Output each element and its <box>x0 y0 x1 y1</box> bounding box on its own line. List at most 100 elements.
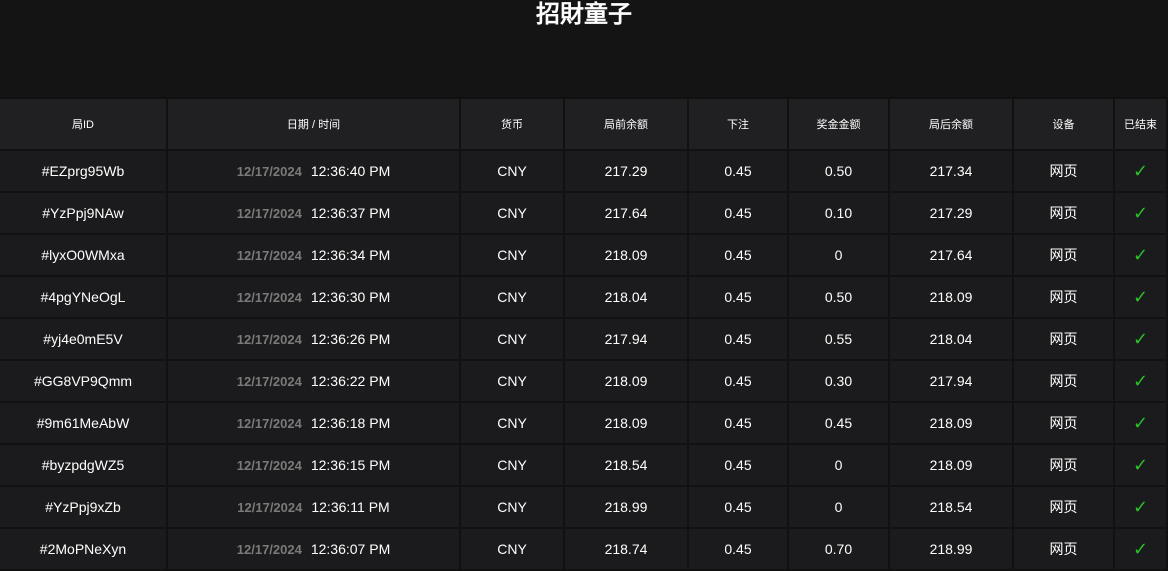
check-icon: ✓ <box>1132 160 1149 181</box>
bet: 0.45 <box>689 403 787 443</box>
column-header-finished: 已结束 <box>1115 99 1166 149</box>
win-amount: 0.70 <box>789 529 888 569</box>
date-time: 12/17/2024 12:36:07 PM <box>168 529 459 569</box>
balance-after: 218.54 <box>890 487 1012 527</box>
round-id: #byzpdgWZ5 <box>0 445 166 485</box>
date-time: 12/17/2024 12:36:40 PM <box>168 151 459 191</box>
win-amount: 0 <box>789 445 888 485</box>
bet: 0.45 <box>689 487 787 527</box>
check-icon: ✓ <box>1132 538 1149 559</box>
table-row[interactable]: #EZprg95Wb 12/17/2024 12:36:40 PM CNY 217.29… <box>0 151 1166 191</box>
table-row[interactable]: #YzPpj9NAw 12/17/2024 12:36:37 PM CNY 217.64… <box>0 193 1166 233</box>
date-time: 12/17/2024 12:36:22 PM <box>168 361 459 401</box>
time: 12:36:11 PM <box>311 499 390 515</box>
date: 12/17/2024 <box>236 542 302 557</box>
balance-before: 218.04 <box>565 277 687 317</box>
balance-after: 217.94 <box>890 361 1012 401</box>
device: 网页 <box>1014 277 1113 317</box>
currency: CNY <box>461 529 563 569</box>
date-time: 12/17/2024 12:36:18 PM <box>168 403 459 443</box>
currency: CNY <box>461 193 563 233</box>
time: 12:36:40 PM <box>310 163 391 179</box>
date-time: 12/17/2024 12:36:34 PM <box>168 235 459 275</box>
round-id: #EZprg95Wb <box>0 151 166 191</box>
column-header-win-amount: 奖金金额 <box>789 99 888 149</box>
balance-after: 218.09 <box>890 403 1012 443</box>
balance-before: 217.94 <box>565 319 687 359</box>
win-amount: 0.50 <box>789 277 888 317</box>
check-icon: ✓ <box>1132 328 1149 349</box>
check-icon: ✓ <box>1132 244 1149 265</box>
win-amount: 0.45 <box>789 403 888 443</box>
win-amount: 0.55 <box>789 319 888 359</box>
date: 12/17/2024 <box>236 458 302 473</box>
table-row[interactable]: #byzpdgWZ5 12/17/2024 12:36:15 PM CNY 218.54… <box>0 445 1166 485</box>
device: 网页 <box>1014 193 1113 233</box>
time: 12:36:30 PM <box>310 289 391 305</box>
finished: ✓ <box>1115 529 1166 569</box>
device: 网页 <box>1014 151 1113 191</box>
currency: CNY <box>461 487 563 527</box>
time: 12:36:22 PM <box>310 373 391 389</box>
round-id: #GG8VP9Qmm <box>0 361 166 401</box>
device: 网页 <box>1014 235 1113 275</box>
table-row[interactable]: #YzPpj9xZb 12/17/2024 12:36:11 PM CNY 218.99… <box>0 487 1166 527</box>
round-id: #9m61MeAbW <box>0 403 166 443</box>
currency: CNY <box>461 151 563 191</box>
time: 12:36:34 PM <box>310 247 391 263</box>
finished: ✓ <box>1115 487 1166 527</box>
bet: 0.45 <box>689 361 787 401</box>
date: 12/17/2024 <box>236 248 302 263</box>
currency: CNY <box>461 235 563 275</box>
date-time: 12/17/2024 12:36:26 PM <box>168 319 459 359</box>
check-icon: ✓ <box>1132 202 1149 223</box>
balance-before: 218.99 <box>565 487 687 527</box>
finished: ✓ <box>1115 277 1166 317</box>
date: 12/17/2024 <box>236 374 302 389</box>
column-header-date-time: 日期 / 时间 <box>168 99 459 149</box>
check-icon: ✓ <box>1132 454 1149 475</box>
table-row[interactable]: #4pgYNeOgL 12/17/2024 12:36:30 PM CNY 218.04… <box>0 277 1166 317</box>
round-id: #YzPpj9xZb <box>0 487 166 527</box>
page-title: 招財童子 <box>536 1 632 28</box>
round-id: #4pgYNeOgL <box>0 277 166 317</box>
time: 12:36:07 PM <box>310 541 391 557</box>
table-row[interactable]: #lyxO0WMxa 12/17/2024 12:36:34 PM CNY 218.09… <box>0 235 1166 275</box>
bet: 0.45 <box>689 151 787 191</box>
currency: CNY <box>461 361 563 401</box>
table-row[interactable]: #yj4e0mE5V 12/17/2024 12:36:26 PM CNY 217.94… <box>0 319 1166 359</box>
balance-before: 217.29 <box>565 151 687 191</box>
date-time: 12/17/2024 12:36:11 PM <box>168 487 459 527</box>
column-header-balance-after: 局后余额 <box>890 99 1012 149</box>
date: 12/17/2024 <box>236 290 302 305</box>
check-icon: ✓ <box>1132 412 1149 433</box>
column-header-device: 设备 <box>1014 99 1113 149</box>
bet: 0.45 <box>689 277 787 317</box>
balance-after: 217.64 <box>890 235 1012 275</box>
date-time: 12/17/2024 12:36:30 PM <box>168 277 459 317</box>
date-time: 12/17/2024 12:36:37 PM <box>168 193 459 233</box>
history-table: 局ID 日期 / 时间 货币 局前余额 下注 奖金金额 局后余额 设备 已结束 #EZprg95… <box>0 97 1168 571</box>
finished: ✓ <box>1115 403 1166 443</box>
header: 招財童子 <box>0 0 1168 97</box>
bet: 0.45 <box>689 193 787 233</box>
round-id: #yj4e0mE5V <box>0 319 166 359</box>
finished: ✓ <box>1115 235 1166 275</box>
table-row[interactable]: #GG8VP9Qmm 12/17/2024 12:36:22 PM CNY 218.09… <box>0 361 1166 401</box>
balance-before: 218.09 <box>565 235 687 275</box>
win-amount: 0 <box>789 235 888 275</box>
date: 12/17/2024 <box>236 164 302 179</box>
device: 网页 <box>1014 445 1113 485</box>
device: 网页 <box>1014 403 1113 443</box>
column-header-balance-before: 局前余额 <box>565 99 687 149</box>
table-row[interactable]: #9m61MeAbW 12/17/2024 12:36:18 PM CNY 218.09… <box>0 403 1166 443</box>
win-amount: 0.10 <box>789 193 888 233</box>
date: 12/17/2024 <box>236 206 302 221</box>
currency: CNY <box>461 319 563 359</box>
device: 网页 <box>1014 487 1113 527</box>
date: 12/17/2024 <box>236 332 302 347</box>
table-row[interactable]: #2MoPNeXyn 12/17/2024 12:36:07 PM CNY 218.74… <box>0 529 1166 569</box>
currency: CNY <box>461 403 563 443</box>
finished: ✓ <box>1115 151 1166 191</box>
balance-after: 218.09 <box>890 445 1012 485</box>
